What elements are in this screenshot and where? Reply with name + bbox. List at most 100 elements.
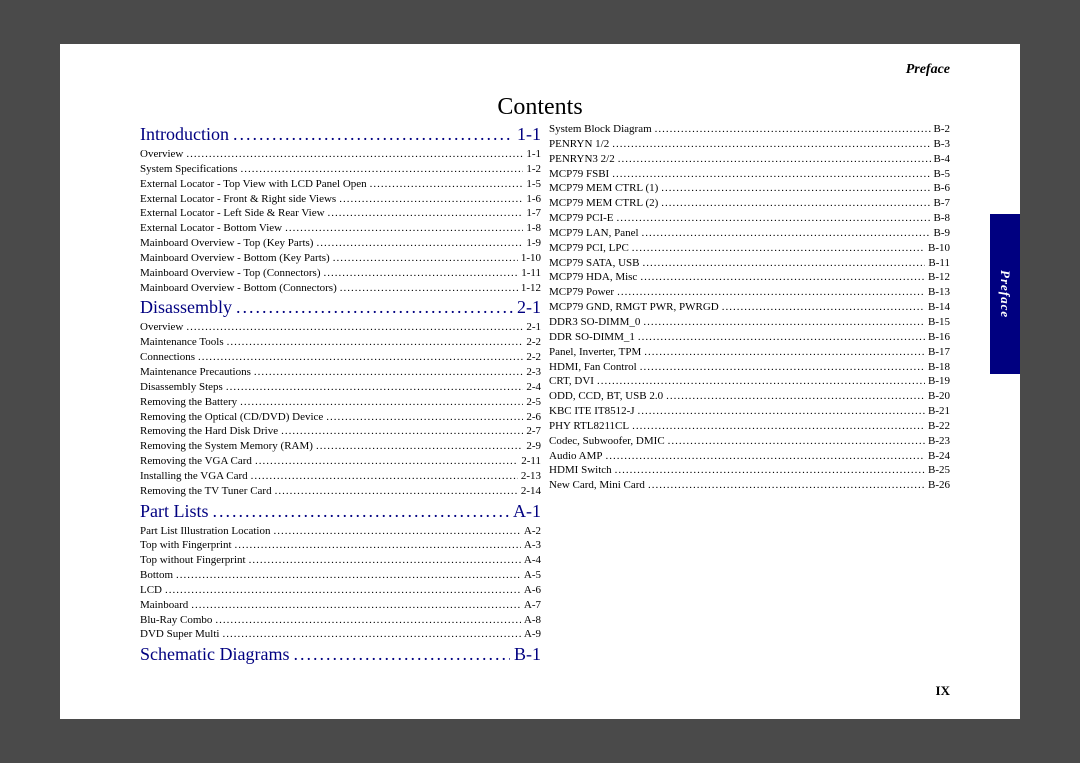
leader-dots: ........................................… xyxy=(251,469,518,484)
toc-entry: Disassembly Steps ......................… xyxy=(140,380,541,395)
toc-entry-label: Codec, Subwoofer, DMIC xyxy=(549,434,665,449)
leader-dots: ........................................… xyxy=(191,598,521,613)
toc-entry-page: 1-10 xyxy=(521,251,541,266)
leader-dots: ........................................… xyxy=(176,568,521,583)
toc-entry-label: MCP79 PCI-E xyxy=(549,211,614,226)
leader-dots: ........................................… xyxy=(215,613,520,628)
toc-entry-label: MCP79 PCI, LPC xyxy=(549,241,629,256)
toc-entry-label: PHY RTL8211CL xyxy=(549,419,629,434)
toc-entry: KBC ITE IT8512-J .......................… xyxy=(549,404,950,419)
toc-entry: Removing the System Memory (RAM) .......… xyxy=(140,439,541,454)
toc-entry: Removing the VGA Card ..................… xyxy=(140,454,541,469)
leader-dots: ........................................… xyxy=(254,365,523,380)
leader-dots: ........................................… xyxy=(233,124,513,145)
toc-entry: Removing the Optical (CD/DVD) Device ...… xyxy=(140,410,541,425)
leader-dots: ........................................… xyxy=(643,256,926,271)
toc-entry-page: A-2 xyxy=(524,524,541,539)
toc-entry: MCP79 LAN, Panel .......................… xyxy=(549,226,950,241)
toc-entry: External Locator - Left Side & Rear View… xyxy=(140,206,541,221)
toc-entry: HDMI Switch ............................… xyxy=(549,463,950,478)
toc-entry-page: A-8 xyxy=(524,613,541,628)
toc-entry-page: A-9 xyxy=(524,627,541,642)
toc-entry-label: MCP79 HDA, Misc xyxy=(549,270,637,285)
leader-dots: ........................................… xyxy=(370,177,524,192)
leader-dots: ........................................… xyxy=(615,463,925,478)
toc-entry-page: 1-7 xyxy=(526,206,541,221)
toc-entry-page: 2-2 xyxy=(526,350,541,365)
toc-entry-page: B-21 xyxy=(928,404,950,419)
toc-entry: Connections ............................… xyxy=(140,350,541,365)
section-heading-label: Part Lists xyxy=(140,501,209,522)
section-heading-page: 2-1 xyxy=(517,297,541,318)
section-heading-page: 1-1 xyxy=(517,124,541,145)
leader-dots: ........................................… xyxy=(240,395,523,410)
toc-entry-page: 1-8 xyxy=(526,221,541,236)
leader-dots: ........................................… xyxy=(661,196,930,211)
toc-entry-page: B-22 xyxy=(928,419,950,434)
toc-entry-label: System Specifications xyxy=(140,162,237,177)
toc-entry-label: Installing the VGA Card xyxy=(140,469,248,484)
leader-dots: ........................................… xyxy=(632,419,925,434)
toc-entry-page: 1-1 xyxy=(526,147,541,162)
leader-dots: ........................................… xyxy=(722,300,925,315)
leader-dots: ........................................… xyxy=(285,221,523,236)
toc-entry-page: 1-2 xyxy=(526,162,541,177)
toc-entry: MCP79 FSBI .............................… xyxy=(549,167,950,182)
toc-entry-label: Panel, Inverter, TPM xyxy=(549,345,641,360)
leader-dots: ........................................… xyxy=(661,181,930,196)
toc-entry-label: MCP79 SATA, USB xyxy=(549,256,640,271)
toc-entry: Codec, Subwoofer, DMIC .................… xyxy=(549,434,950,449)
section-heading: Part Lists .............................… xyxy=(140,501,541,522)
leader-dots: ........................................… xyxy=(612,167,930,182)
toc-entry-label: MCP79 GND, RMGT PWR, PWRGD xyxy=(549,300,719,315)
toc-entry-label: Top with Fingerprint xyxy=(140,538,232,553)
toc-entry-label: Part List Illustration Location xyxy=(140,524,270,539)
toc-entry: Part List Illustration Location ........… xyxy=(140,524,541,539)
leader-dots: ........................................… xyxy=(273,524,520,539)
toc-entry-page: A-4 xyxy=(524,553,541,568)
leader-dots: ........................................… xyxy=(240,162,523,177)
toc-entry: MCP79 PCI, LPC .........................… xyxy=(549,241,950,256)
section-heading-page: A-1 xyxy=(513,501,541,522)
toc-entry: DVD Super Multi ........................… xyxy=(140,627,541,642)
toc-entry-label: New Card, Mini Card xyxy=(549,478,645,493)
toc-entry-page: B-23 xyxy=(928,434,950,449)
leader-dots: ........................................… xyxy=(632,241,925,256)
toc-entry-page: 2-7 xyxy=(526,424,541,439)
toc-entry-label: HDMI, Fan Control xyxy=(549,360,637,375)
toc-entry-page: B-18 xyxy=(928,360,950,375)
toc-entry-page: 1-9 xyxy=(526,236,541,251)
toc-entry-page: A-5 xyxy=(524,568,541,583)
toc-entry-label: Maintenance Precautions xyxy=(140,365,251,380)
toc-entry: Panel, Inverter, TPM ...................… xyxy=(549,345,950,360)
toc-entry-label: ODD, CCD, BT, USB 2.0 xyxy=(549,389,663,404)
toc-entry: Mainboard Overview - Bottom (Connectors)… xyxy=(140,281,541,296)
leader-dots: ........................................… xyxy=(323,266,518,281)
side-tab-text: Preface xyxy=(997,270,1013,318)
leader-dots: ........................................… xyxy=(213,501,509,522)
toc-entry-page: B-7 xyxy=(934,196,951,211)
leader-dots: ........................................… xyxy=(617,285,925,300)
toc-entry: HDMI, Fan Control ......................… xyxy=(549,360,950,375)
toc-entry-page: B-5 xyxy=(934,167,951,182)
toc-entry-page: 2-6 xyxy=(526,410,541,425)
toc-entry-page: B-11 xyxy=(928,256,950,271)
toc-entry-label: Mainboard Overview - Top (Connectors) xyxy=(140,266,320,281)
leader-dots: ........................................… xyxy=(340,281,518,296)
contents-columns: Introduction ...........................… xyxy=(140,122,950,669)
toc-entry-label: External Locator - Left Side & Rear View xyxy=(140,206,325,221)
toc-entry-label: External Locator - Bottom View xyxy=(140,221,282,236)
toc-entry: PENRYN 1/2 .............................… xyxy=(549,137,950,152)
toc-entry-label: CRT, DVI xyxy=(549,374,594,389)
section-heading: Introduction ...........................… xyxy=(140,124,541,145)
leader-dots: ........................................… xyxy=(333,251,518,266)
toc-entry-label: Connections xyxy=(140,350,195,365)
toc-entry-label: Bottom xyxy=(140,568,173,583)
toc-entry-page: B-2 xyxy=(934,122,951,137)
leader-dots: ........................................… xyxy=(255,454,518,469)
toc-entry: DDR3 SO-DIMM_0 .........................… xyxy=(549,315,950,330)
toc-entry-page: 2-5 xyxy=(526,395,541,410)
header-label: Preface xyxy=(906,62,950,78)
toc-entry-page: B-25 xyxy=(928,463,950,478)
toc-entry-label: External Locator - Front & Right side Vi… xyxy=(140,192,336,207)
